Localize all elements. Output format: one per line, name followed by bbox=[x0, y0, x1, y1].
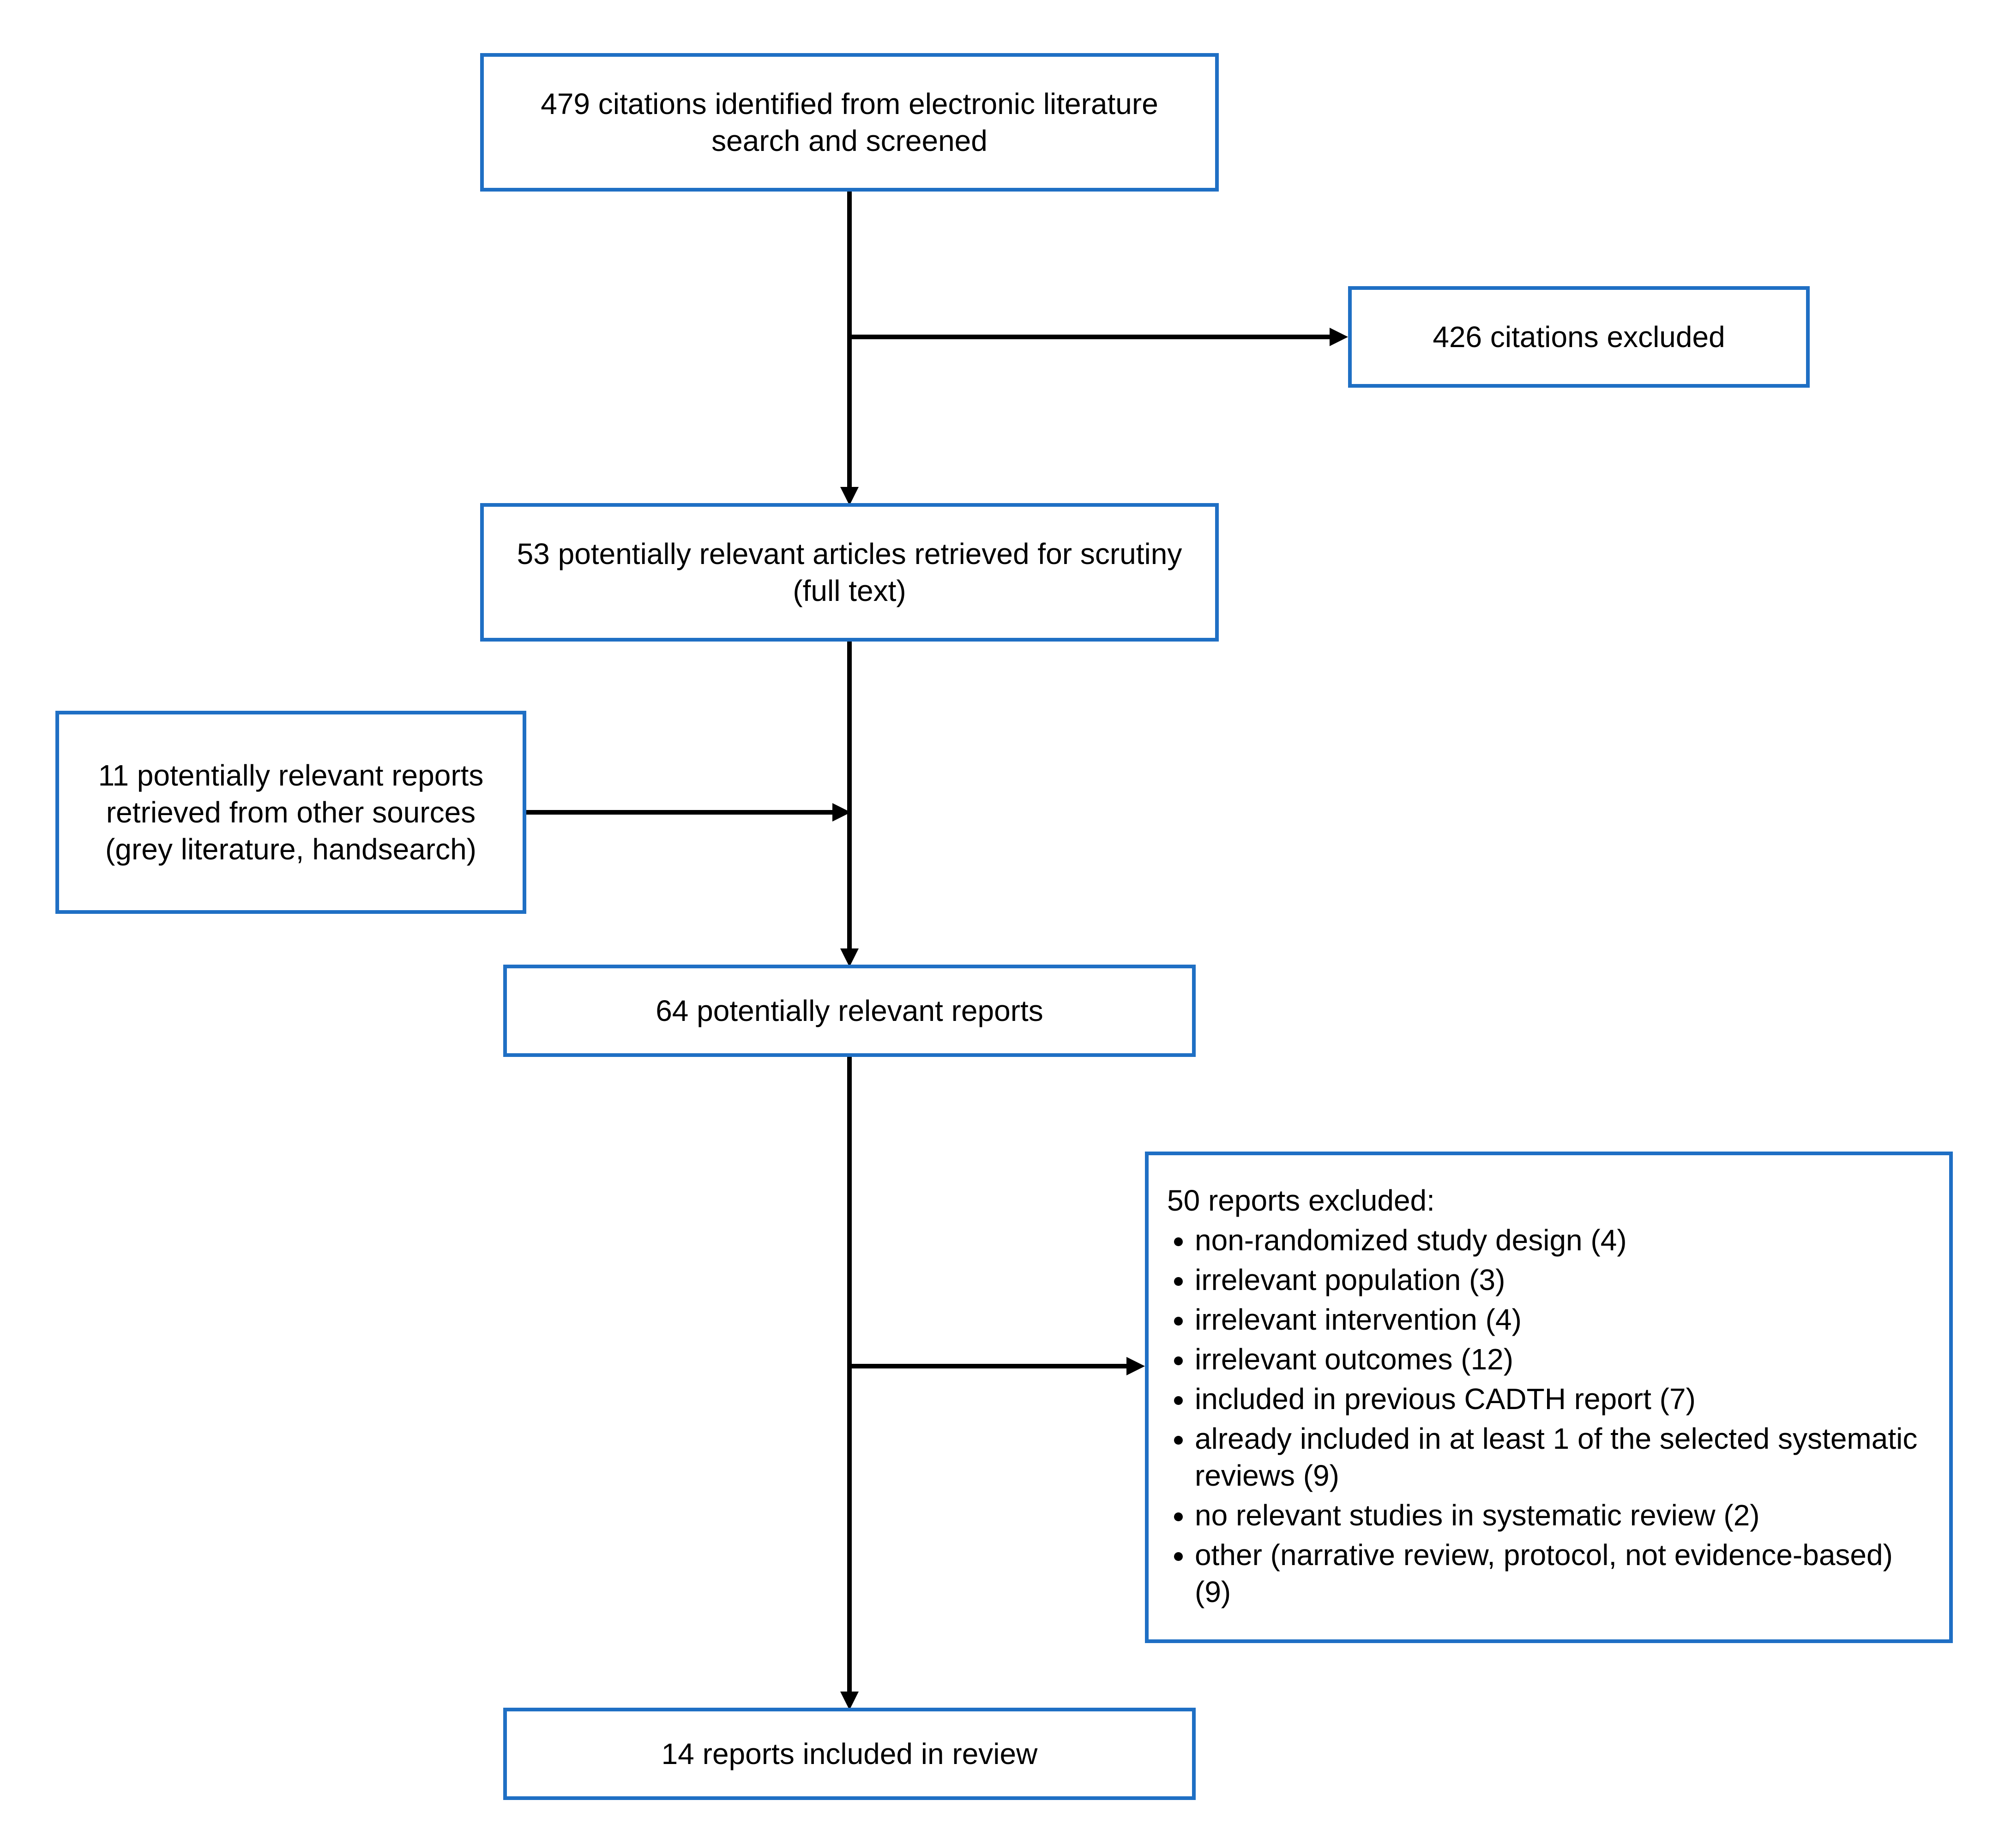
box-excluded-reports-header: 50 reports excluded: bbox=[1167, 1182, 1931, 1219]
flowchart-canvas: 479 citations identified from electronic… bbox=[0, 0, 2005, 1848]
excluded-reason-item: other (narrative review, protocol, not e… bbox=[1195, 1536, 1931, 1610]
box-fulltext-text: 53 potentially relevant articles retriev… bbox=[502, 535, 1197, 609]
excluded-reason-item: non-randomized study design (4) bbox=[1195, 1222, 1931, 1259]
excluded-reason-item: already included in at least 1 of the se… bbox=[1195, 1420, 1931, 1494]
box-excluded-citations: 426 citations excluded bbox=[1348, 286, 1810, 388]
box-included: 14 reports included in review bbox=[503, 1708, 1196, 1800]
excluded-reason-item: no relevant studies in systematic review… bbox=[1195, 1497, 1931, 1534]
box-excluded-citations-text: 426 citations excluded bbox=[1370, 318, 1788, 355]
box-identified-text: 479 citations identified from electronic… bbox=[502, 85, 1197, 159]
excluded-reason-item: irrelevant outcomes (12) bbox=[1195, 1341, 1931, 1378]
box-excluded-reports: 50 reports excluded: non-randomized stud… bbox=[1145, 1152, 1953, 1643]
excluded-reason-item: irrelevant population (3) bbox=[1195, 1261, 1931, 1298]
excluded-reason-item: irrelevant intervention (4) bbox=[1195, 1301, 1931, 1338]
box-included-text: 14 reports included in review bbox=[525, 1735, 1174, 1772]
box-identified: 479 citations identified from electronic… bbox=[480, 53, 1219, 192]
excluded-reason-item: included in previous CADTH report (7) bbox=[1195, 1380, 1931, 1417]
box-fulltext: 53 potentially relevant articles retriev… bbox=[480, 503, 1219, 642]
box-grey-literature-text: 11 potentially relevant reports retrieve… bbox=[78, 757, 504, 868]
box-potential-reports: 64 potentially relevant reports bbox=[503, 965, 1196, 1057]
box-excluded-reports-list: non-randomized study design (4)irrelevan… bbox=[1167, 1219, 1931, 1613]
box-potential-reports-text: 64 potentially relevant reports bbox=[525, 992, 1174, 1029]
box-grey-literature: 11 potentially relevant reports retrieve… bbox=[55, 711, 526, 914]
